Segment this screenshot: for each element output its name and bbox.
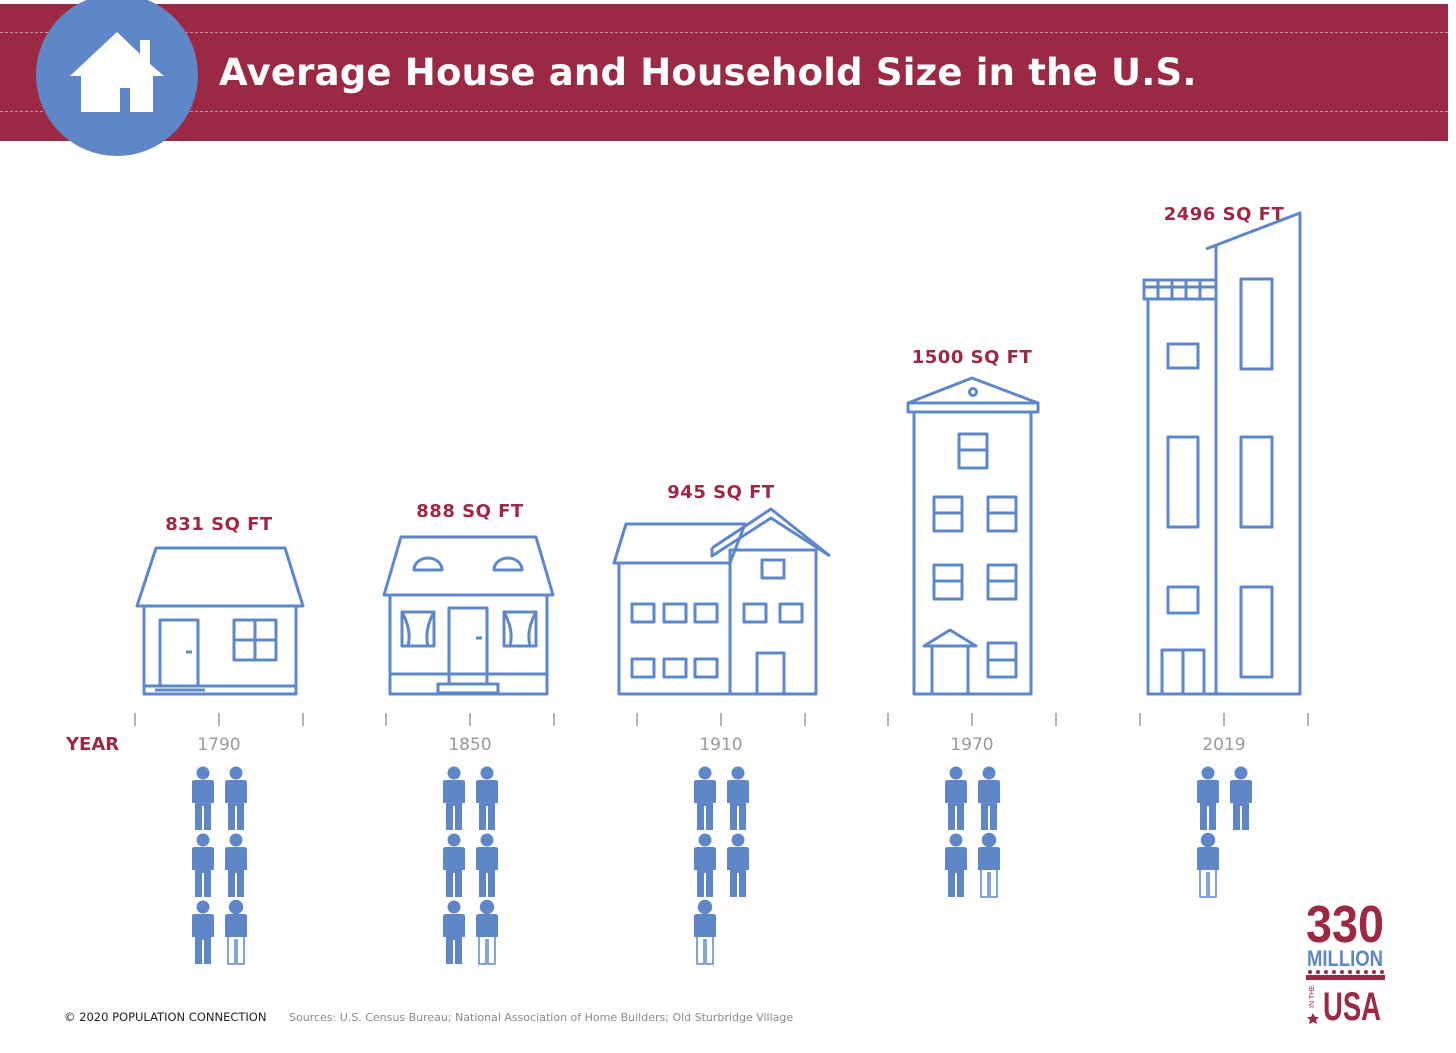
person-icon bbox=[694, 833, 716, 897]
person-icon bbox=[443, 833, 465, 897]
person-icon bbox=[192, 900, 214, 964]
person-icon bbox=[443, 766, 465, 830]
logo-word: MILLION bbox=[1307, 946, 1383, 971]
person-icon bbox=[192, 766, 214, 830]
sqft-data-label: 831 SQ FT bbox=[165, 514, 273, 535]
person-partial-icon bbox=[978, 832, 1000, 898]
banner-dash-bottom bbox=[0, 111, 1448, 112]
person-icon bbox=[945, 766, 967, 830]
house-2019-drawing bbox=[1142, 211, 1302, 696]
person-icon bbox=[192, 833, 214, 897]
house-1970-drawing bbox=[906, 376, 1040, 696]
star-icon bbox=[1307, 1013, 1319, 1024]
year-tick-label: 1970 bbox=[950, 735, 993, 755]
person-icon bbox=[476, 833, 498, 897]
year-tick-label: 1790 bbox=[197, 735, 240, 755]
person-icon bbox=[978, 766, 1000, 830]
year-axis bbox=[134, 713, 1309, 726]
person-icon bbox=[945, 833, 967, 897]
x-axis-label: YEAR bbox=[65, 734, 119, 755]
sqft-data-label: 945 SQ FT bbox=[667, 482, 775, 503]
sqft-data-label: 888 SQ FT bbox=[416, 501, 524, 522]
house-1850-drawing bbox=[382, 535, 555, 696]
logo-people-row bbox=[1306, 970, 1385, 980]
person-icon bbox=[443, 900, 465, 964]
person-icon bbox=[1230, 766, 1252, 830]
house-icon bbox=[70, 32, 164, 112]
logo-small: IN THE bbox=[1309, 985, 1316, 1008]
person-icon bbox=[727, 833, 749, 897]
person-partial-icon bbox=[694, 899, 716, 965]
person-icon bbox=[727, 766, 749, 830]
year-tick-label: 1850 bbox=[448, 735, 491, 755]
header-banner: Average House and Household Size in the … bbox=[0, 4, 1448, 141]
sqft-data-label: 1500 SQ FT bbox=[912, 347, 1033, 368]
house-badge bbox=[36, 0, 198, 156]
logo-country: USA bbox=[1323, 985, 1381, 1029]
banner-dash-top bbox=[0, 32, 1448, 33]
year-tick-label: 2019 bbox=[1202, 735, 1245, 755]
person-partial-icon bbox=[1197, 832, 1219, 898]
sqft-data-label: 2496 SQ FT bbox=[1164, 204, 1285, 225]
330-million-logo: 330 MILLION IN THE USA bbox=[1300, 890, 1390, 1030]
person-icon bbox=[1197, 766, 1219, 830]
person-icon bbox=[476, 766, 498, 830]
house-1910-drawing bbox=[612, 507, 831, 696]
logo-number: 330 bbox=[1306, 896, 1384, 954]
year-tick-label: 1910 bbox=[699, 735, 742, 755]
sources-text: Sources: U.S. Census Bureau; National As… bbox=[289, 1011, 794, 1024]
person-partial-icon bbox=[225, 899, 247, 965]
copyright-text: © 2020 POPULATION CONNECTION bbox=[64, 1010, 267, 1024]
person-icon bbox=[225, 766, 247, 830]
person-icon bbox=[694, 766, 716, 830]
page-title: Average House and Household Size in the … bbox=[219, 51, 1197, 94]
house-1790-drawing bbox=[135, 546, 305, 696]
person-icon bbox=[225, 833, 247, 897]
person-partial-icon bbox=[476, 899, 498, 965]
